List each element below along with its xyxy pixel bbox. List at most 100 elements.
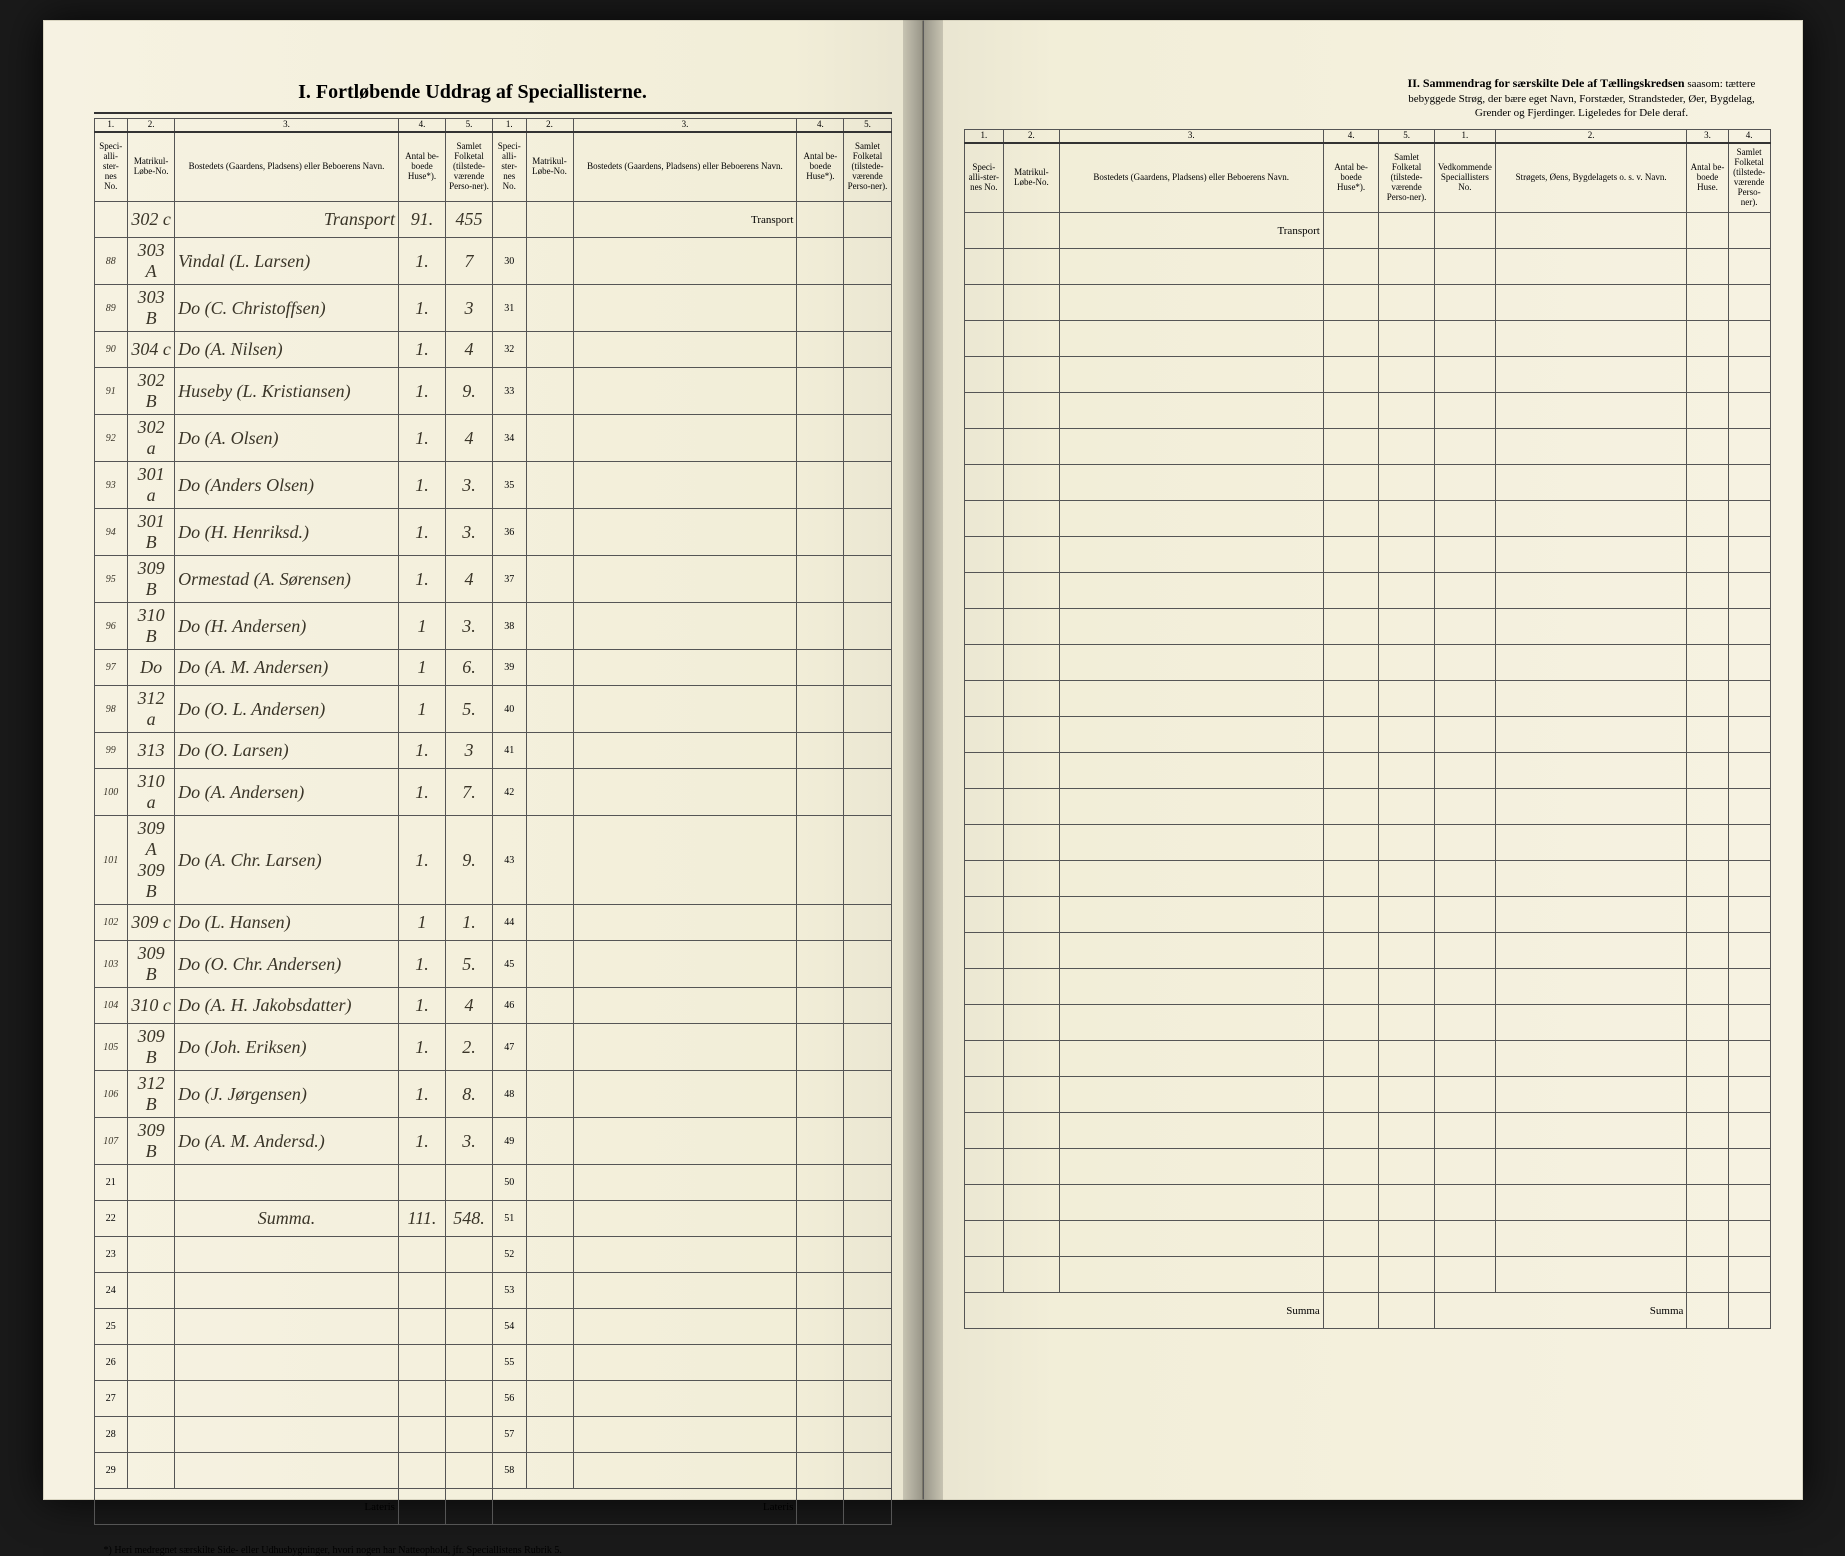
cell <box>1434 897 1495 933</box>
col-num: 1. <box>964 130 1004 143</box>
cell: Do (A. H. Jakobsdatter) <box>175 988 399 1024</box>
cell <box>797 816 844 905</box>
cell: 548. <box>445 1201 492 1237</box>
cell <box>1059 609 1323 645</box>
table-row <box>1434 717 1770 753</box>
cell <box>1059 897 1323 933</box>
table-row: 105309 BDo (Joh. Eriksen)1.2.47 <box>94 1024 891 1071</box>
table-row <box>964 285 1434 321</box>
cell <box>1728 537 1770 573</box>
cell <box>1687 357 1728 393</box>
cell <box>1728 933 1770 969</box>
cell: 32 <box>492 332 526 368</box>
cell: 313 <box>128 733 175 769</box>
cell <box>1059 429 1323 465</box>
cell <box>1728 897 1770 933</box>
cell: 58 <box>492 1453 526 1489</box>
cell <box>1004 753 1059 789</box>
cell <box>1323 393 1378 429</box>
cell: 31 <box>492 285 526 332</box>
cell: 97 <box>94 650 128 686</box>
cell <box>964 1077 1004 1113</box>
col-header: Speci-alli-ster-nes No. <box>94 132 128 202</box>
cell <box>128 1201 175 1237</box>
table-row: 93301 aDo (Anders Olsen)1.3.35 <box>94 462 891 509</box>
cell <box>526 1118 573 1165</box>
cell <box>844 733 891 769</box>
table-row: 302 cTransport91.455Transport <box>94 202 891 238</box>
cell <box>445 1489 492 1525</box>
col-num: 5. <box>445 119 492 132</box>
cell <box>1004 1005 1059 1041</box>
cell: 1 <box>398 686 445 733</box>
cell <box>445 1309 492 1345</box>
cell <box>573 1309 797 1345</box>
cell <box>1495 861 1687 897</box>
cell <box>175 1165 399 1201</box>
cell <box>797 332 844 368</box>
cell <box>398 1345 445 1381</box>
cell: 45 <box>492 941 526 988</box>
cell: Do (L. Hansen) <box>175 905 399 941</box>
cell <box>964 933 1004 969</box>
cell <box>175 1273 399 1309</box>
cell <box>1379 573 1435 609</box>
cell: 309 B <box>128 1118 175 1165</box>
cell: 52 <box>492 1237 526 1273</box>
cell: 41 <box>492 733 526 769</box>
cell <box>1495 429 1687 465</box>
cell <box>1495 537 1687 573</box>
cell: 310 a <box>128 769 175 816</box>
table-row <box>964 933 1434 969</box>
cell <box>398 1489 445 1525</box>
cell <box>1379 1005 1435 1041</box>
cell <box>128 1345 175 1381</box>
table-row <box>1434 1113 1770 1149</box>
cell: 91. <box>398 202 445 238</box>
cell <box>1728 213 1770 249</box>
cell <box>1059 537 1323 573</box>
cell <box>964 573 1004 609</box>
cell <box>797 1489 844 1525</box>
cell <box>526 1024 573 1071</box>
cell: 92 <box>94 415 128 462</box>
cell <box>844 769 891 816</box>
cell: 3. <box>445 509 492 556</box>
cell <box>1434 357 1495 393</box>
cell: Do (H. Henriksd.) <box>175 509 399 556</box>
cell: 5. <box>445 941 492 988</box>
cell: 1. <box>398 368 445 415</box>
table-row <box>964 825 1434 861</box>
cell <box>1728 969 1770 1005</box>
cell <box>1379 393 1435 429</box>
table-row <box>1434 1221 1770 1257</box>
cell <box>797 415 844 462</box>
cell <box>797 650 844 686</box>
cell <box>844 332 891 368</box>
cell <box>1379 537 1435 573</box>
table-row <box>1434 321 1770 357</box>
cell <box>1687 789 1728 825</box>
col-header: Strøgets, Øens, Bygdelagets o. s. v. Nav… <box>1495 143 1687 213</box>
cell <box>1728 1077 1770 1113</box>
cell <box>844 988 891 1024</box>
col-num: 3. <box>573 119 797 132</box>
cell <box>573 650 797 686</box>
table-row: 2756 <box>94 1381 891 1417</box>
cell: 302 B <box>128 368 175 415</box>
cell: 309 B <box>128 1024 175 1071</box>
cell <box>573 509 797 556</box>
cell <box>1059 1113 1323 1149</box>
cell <box>1323 1113 1378 1149</box>
cell: 4 <box>445 415 492 462</box>
cell <box>797 1345 844 1381</box>
cell <box>1004 357 1059 393</box>
cell <box>797 368 844 415</box>
cell <box>573 1237 797 1273</box>
cell <box>1379 1077 1435 1113</box>
col-num: 5. <box>844 119 891 132</box>
cell <box>844 1118 891 1165</box>
cell <box>1059 825 1323 861</box>
cell <box>526 905 573 941</box>
col-header: Samlet Folketal (tilstede-værende Perso-… <box>445 132 492 202</box>
